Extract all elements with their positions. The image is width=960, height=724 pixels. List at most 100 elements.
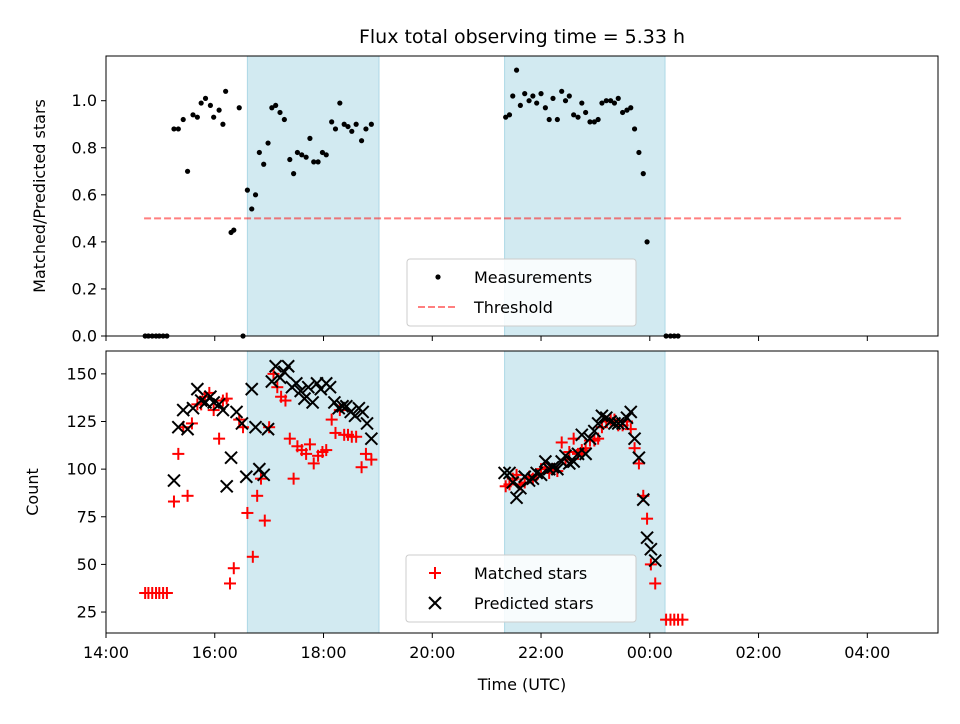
predicted-star-point [364,431,379,446]
measurement-point [261,161,267,167]
measurement-point [542,105,548,111]
predicted-star-point [224,450,238,465]
measurement-point [202,95,209,101]
measurement-point [640,171,646,177]
predicted-star-point [261,422,275,436]
predicted-star-point [281,359,295,373]
measurement-points [142,67,681,339]
predicted-star-point [578,447,593,461]
measurement-point [299,152,305,158]
predicted-star-point [636,492,650,507]
measurement-point [236,105,242,111]
bot-shaded-interval-0 [246,350,380,634]
measurement-point [624,107,630,113]
x-tick-label: 02:00 [735,643,781,662]
measurement-point [538,91,544,97]
matched-star-point [641,512,654,525]
bottom-y-ticks: 25 50 75 100 125 150 [66,364,106,622]
measurement-point [587,119,593,125]
matched-star-point [227,562,240,575]
measurement-point [244,187,250,193]
measurement-point [231,227,237,233]
measurement-point [291,171,297,177]
predicted-star-point [591,416,605,431]
measurement-point [583,109,589,116]
matched-star-point [251,489,264,502]
matched-star-point [632,457,645,470]
bot-y-tick-label: 25 [77,603,97,622]
predicted-star-point [583,431,597,446]
matched-star-point [359,447,372,460]
measurement-point [194,114,200,120]
matched-star-point [329,426,342,439]
predicted-star-point [538,454,553,469]
predicted-star-point [509,491,524,505]
measurement-point [345,123,351,130]
top-y-tick-label: 0.6 [72,185,97,204]
measurement-point [534,100,540,106]
measurement-point [175,126,181,132]
legend-predicted-label: Predicted stars [474,594,594,613]
top-x-ticks [105,336,868,341]
predicted-star-point [595,409,609,423]
predicted-star-point [566,454,581,469]
legend-matched-marker [429,567,441,579]
predicted-star-point [289,376,304,391]
matched-star-point [283,432,296,445]
measurement-point [530,93,536,99]
measurement-point [273,102,279,109]
matched-star-point [172,447,185,460]
measurement-point [281,116,287,123]
measurement-point [615,95,621,101]
measurement-point [249,206,255,212]
measurement-point [510,93,516,99]
matched-star-point [624,423,637,436]
measurement-point [303,154,309,160]
matched-star-point [220,392,233,405]
matched-star-point [555,436,568,449]
measurement-point [277,109,283,116]
predicted-star-point [323,380,337,394]
measurement-point [358,138,365,144]
matched-star-point [246,550,259,563]
top-y-tick-label: 0.0 [72,327,97,346]
matched-star-point [350,430,363,443]
predicted-star-point [190,382,205,396]
top-panel: 0.0 0.2 0.4 0.6 0.8 1.0 Matched/Predicted sta… [30,55,939,346]
top-axes-frame [105,55,939,337]
bottom-legend-box [405,554,637,623]
predicted-star-point [526,471,540,486]
measurement-point [294,149,301,156]
predicted-star-point [332,401,346,415]
chart-title: Flux total observing time = 5.33 h [359,26,685,48]
matched-star-point [167,495,180,508]
measurement-point [554,116,560,123]
bottom-legend: Matched stars Predicted stars [405,554,637,623]
measurement-point [323,152,329,158]
measurement-point [315,159,321,165]
legend-matched-label: Matched stars [474,564,587,583]
measurement-point [220,121,226,127]
matched-star-point [365,453,378,466]
predicted-star-point [239,470,254,484]
measurement-point [319,149,326,156]
matched-star-point [325,413,338,426]
predicted-star-point [348,409,362,423]
measurement-point [571,112,577,118]
x-tick-label: 16:00 [192,643,238,662]
predicted-star-point [216,403,230,417]
top-legend-box [406,258,637,327]
measurement-point [269,105,275,111]
measurement-point [223,88,229,94]
predicted-star-point [229,405,244,419]
measurement-point [198,100,204,106]
matched-star-point [287,472,300,485]
measurement-point [628,105,634,111]
measurement-point [349,128,355,134]
matched-star-point [307,457,320,470]
predicted-star-point [335,399,350,413]
predicted-star-point [277,365,292,379]
matched-star-point [676,613,689,626]
top-legend: Measurements Threshold [406,258,637,327]
predicted-star-point [632,450,646,465]
